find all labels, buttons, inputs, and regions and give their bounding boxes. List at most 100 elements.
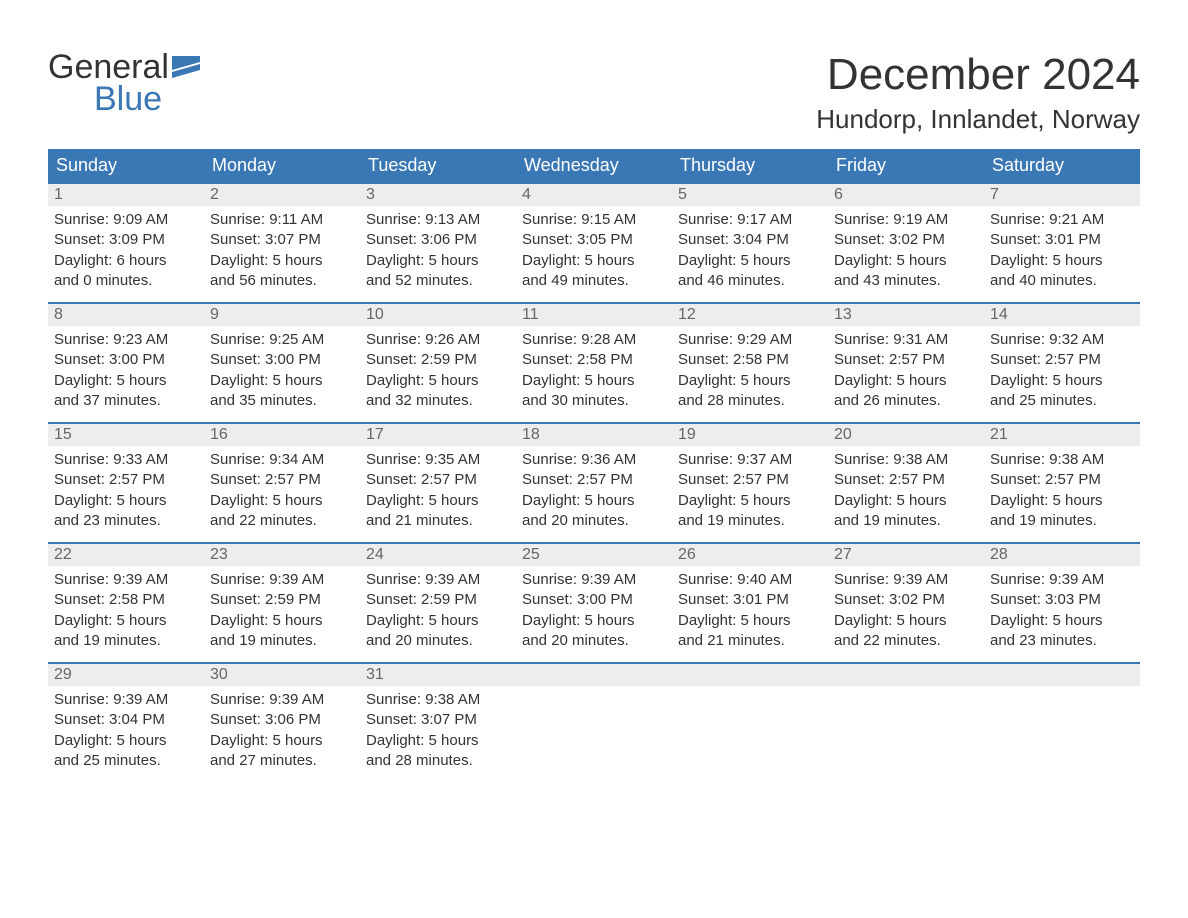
day-number bbox=[672, 664, 828, 686]
calendar-day: 4Sunrise: 9:15 AMSunset: 3:05 PMDaylight… bbox=[516, 184, 672, 302]
sunrise-text: Sunrise: 9:38 AM bbox=[366, 690, 510, 710]
day-body: Sunrise: 9:38 AMSunset: 2:57 PMDaylight:… bbox=[828, 446, 984, 537]
day-number: 3 bbox=[360, 184, 516, 206]
sunrise-text: Sunrise: 9:38 AM bbox=[990, 450, 1134, 470]
day-body: Sunrise: 9:37 AMSunset: 2:57 PMDaylight:… bbox=[672, 446, 828, 537]
daylight-text: Daylight: 5 hours bbox=[522, 371, 666, 391]
day-body: Sunrise: 9:39 AMSunset: 3:06 PMDaylight:… bbox=[204, 686, 360, 777]
daylight-text: and 40 minutes. bbox=[990, 271, 1134, 291]
sunset-text: Sunset: 2:57 PM bbox=[366, 470, 510, 490]
calendar-day: 19Sunrise: 9:37 AMSunset: 2:57 PMDayligh… bbox=[672, 424, 828, 542]
brand-word-2: Blue bbox=[94, 82, 200, 116]
daylight-text: Daylight: 5 hours bbox=[210, 491, 354, 511]
daylight-text: and 56 minutes. bbox=[210, 271, 354, 291]
day-number: 20 bbox=[828, 424, 984, 446]
day-body: Sunrise: 9:19 AMSunset: 3:02 PMDaylight:… bbox=[828, 206, 984, 297]
daylight-text: Daylight: 5 hours bbox=[678, 371, 822, 391]
daylight-text: and 20 minutes. bbox=[522, 511, 666, 531]
day-number: 19 bbox=[672, 424, 828, 446]
daylight-text: Daylight: 6 hours bbox=[54, 251, 198, 271]
sunset-text: Sunset: 2:57 PM bbox=[990, 350, 1134, 370]
day-number bbox=[984, 664, 1140, 686]
day-number bbox=[516, 664, 672, 686]
daylight-text: and 25 minutes. bbox=[54, 751, 198, 771]
daylight-text: Daylight: 5 hours bbox=[366, 371, 510, 391]
day-body: Sunrise: 9:38 AMSunset: 2:57 PMDaylight:… bbox=[984, 446, 1140, 537]
calendar-day: 24Sunrise: 9:39 AMSunset: 2:59 PMDayligh… bbox=[360, 544, 516, 662]
day-number: 27 bbox=[828, 544, 984, 566]
daylight-text: and 20 minutes. bbox=[366, 631, 510, 651]
sunrise-text: Sunrise: 9:28 AM bbox=[522, 330, 666, 350]
daylight-text: and 28 minutes. bbox=[678, 391, 822, 411]
daylight-text: and 19 minutes. bbox=[834, 511, 978, 531]
daylight-text: Daylight: 5 hours bbox=[366, 611, 510, 631]
title-block: December 2024 Hundorp, Innlandet, Norway bbox=[816, 50, 1140, 135]
sunset-text: Sunset: 3:04 PM bbox=[54, 710, 198, 730]
sunset-text: Sunset: 2:58 PM bbox=[54, 590, 198, 610]
calendar-day: 20Sunrise: 9:38 AMSunset: 2:57 PMDayligh… bbox=[828, 424, 984, 542]
daylight-text: and 0 minutes. bbox=[54, 271, 198, 291]
daylight-text: and 30 minutes. bbox=[522, 391, 666, 411]
sunset-text: Sunset: 3:06 PM bbox=[366, 230, 510, 250]
day-number: 13 bbox=[828, 304, 984, 326]
sunrise-text: Sunrise: 9:17 AM bbox=[678, 210, 822, 230]
day-body: Sunrise: 9:11 AMSunset: 3:07 PMDaylight:… bbox=[204, 206, 360, 297]
sunset-text: Sunset: 2:59 PM bbox=[366, 590, 510, 610]
sunrise-text: Sunrise: 9:33 AM bbox=[54, 450, 198, 470]
daylight-text: Daylight: 5 hours bbox=[834, 491, 978, 511]
day-number: 25 bbox=[516, 544, 672, 566]
day-body: Sunrise: 9:39 AMSunset: 2:59 PMDaylight:… bbox=[204, 566, 360, 657]
day-body: Sunrise: 9:39 AMSunset: 3:00 PMDaylight:… bbox=[516, 566, 672, 657]
calendar-week: 29Sunrise: 9:39 AMSunset: 3:04 PMDayligh… bbox=[48, 662, 1140, 782]
sunset-text: Sunset: 2:57 PM bbox=[54, 470, 198, 490]
calendar-day: 29Sunrise: 9:39 AMSunset: 3:04 PMDayligh… bbox=[48, 664, 204, 782]
daylight-text: and 43 minutes. bbox=[834, 271, 978, 291]
daylight-text: Daylight: 5 hours bbox=[678, 491, 822, 511]
calendar-day: 15Sunrise: 9:33 AMSunset: 2:57 PMDayligh… bbox=[48, 424, 204, 542]
calendar-day: 27Sunrise: 9:39 AMSunset: 3:02 PMDayligh… bbox=[828, 544, 984, 662]
daylight-text: Daylight: 5 hours bbox=[678, 251, 822, 271]
calendar-day: 18Sunrise: 9:36 AMSunset: 2:57 PMDayligh… bbox=[516, 424, 672, 542]
day-body: Sunrise: 9:39 AMSunset: 2:59 PMDaylight:… bbox=[360, 566, 516, 657]
sunrise-text: Sunrise: 9:29 AM bbox=[678, 330, 822, 350]
daylight-text: Daylight: 5 hours bbox=[834, 371, 978, 391]
calendar-day bbox=[672, 664, 828, 782]
day-body bbox=[984, 686, 1140, 776]
daylight-text: Daylight: 5 hours bbox=[522, 251, 666, 271]
sunset-text: Sunset: 2:57 PM bbox=[834, 470, 978, 490]
calendar-day: 26Sunrise: 9:40 AMSunset: 3:01 PMDayligh… bbox=[672, 544, 828, 662]
daylight-text: Daylight: 5 hours bbox=[522, 611, 666, 631]
daylight-text: Daylight: 5 hours bbox=[990, 611, 1134, 631]
day-number: 10 bbox=[360, 304, 516, 326]
daylight-text: Daylight: 5 hours bbox=[678, 611, 822, 631]
day-number: 28 bbox=[984, 544, 1140, 566]
sunrise-text: Sunrise: 9:40 AM bbox=[678, 570, 822, 590]
sunrise-text: Sunrise: 9:36 AM bbox=[522, 450, 666, 470]
day-body: Sunrise: 9:34 AMSunset: 2:57 PMDaylight:… bbox=[204, 446, 360, 537]
day-body: Sunrise: 9:25 AMSunset: 3:00 PMDaylight:… bbox=[204, 326, 360, 417]
sunset-text: Sunset: 2:57 PM bbox=[990, 470, 1134, 490]
daylight-text: Daylight: 5 hours bbox=[366, 731, 510, 751]
day-number: 21 bbox=[984, 424, 1140, 446]
day-body: Sunrise: 9:21 AMSunset: 3:01 PMDaylight:… bbox=[984, 206, 1140, 297]
sunset-text: Sunset: 3:00 PM bbox=[54, 350, 198, 370]
day-body: Sunrise: 9:26 AMSunset: 2:59 PMDaylight:… bbox=[360, 326, 516, 417]
sunset-text: Sunset: 2:57 PM bbox=[522, 470, 666, 490]
day-number: 5 bbox=[672, 184, 828, 206]
day-body: Sunrise: 9:28 AMSunset: 2:58 PMDaylight:… bbox=[516, 326, 672, 417]
daylight-text: and 19 minutes. bbox=[210, 631, 354, 651]
sunset-text: Sunset: 3:06 PM bbox=[210, 710, 354, 730]
sunset-text: Sunset: 3:01 PM bbox=[990, 230, 1134, 250]
day-number: 17 bbox=[360, 424, 516, 446]
day-body: Sunrise: 9:33 AMSunset: 2:57 PMDaylight:… bbox=[48, 446, 204, 537]
daylight-text: Daylight: 5 hours bbox=[54, 371, 198, 391]
daylight-text: and 23 minutes. bbox=[990, 631, 1134, 651]
weekday-label: Thursday bbox=[672, 149, 828, 182]
sunrise-text: Sunrise: 9:13 AM bbox=[366, 210, 510, 230]
day-body: Sunrise: 9:13 AMSunset: 3:06 PMDaylight:… bbox=[360, 206, 516, 297]
location-subtitle: Hundorp, Innlandet, Norway bbox=[816, 104, 1140, 135]
calendar-day: 13Sunrise: 9:31 AMSunset: 2:57 PMDayligh… bbox=[828, 304, 984, 422]
sunrise-text: Sunrise: 9:25 AM bbox=[210, 330, 354, 350]
daylight-text: and 21 minutes. bbox=[366, 511, 510, 531]
day-number: 24 bbox=[360, 544, 516, 566]
